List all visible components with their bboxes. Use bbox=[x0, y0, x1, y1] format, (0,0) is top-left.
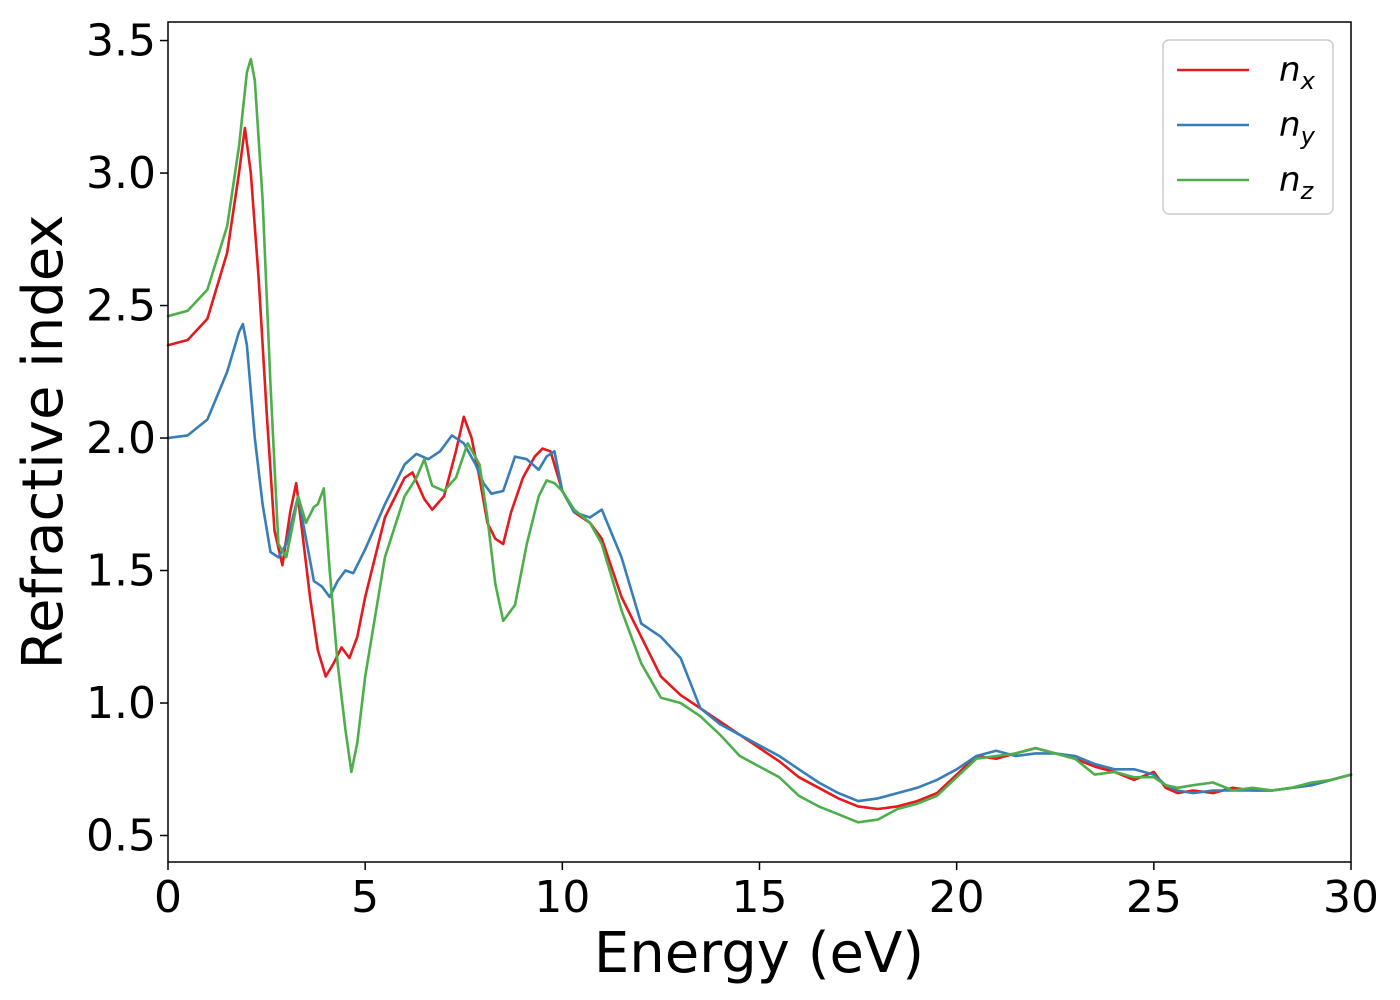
x-tick-label: 30 bbox=[1323, 872, 1379, 923]
y-tick-label: 3.5 bbox=[86, 16, 156, 67]
legend-box bbox=[1162, 39, 1334, 215]
series-line-ny bbox=[166, 322, 1353, 803]
x-tick-label: 0 bbox=[154, 872, 182, 923]
x-tick-label: 25 bbox=[1126, 872, 1182, 923]
x-tick-label: 15 bbox=[732, 872, 788, 923]
y-tick-label: 3.0 bbox=[86, 148, 156, 199]
x-tick-label: 20 bbox=[929, 872, 985, 923]
series-line-nx bbox=[166, 126, 1353, 811]
legend-label-nz: nz bbox=[1279, 160, 1315, 205]
y-axis-label: Refractive index bbox=[11, 215, 76, 670]
y-tick-label: 0.5 bbox=[86, 811, 156, 862]
x-axis: 0 5 10 15 20 25 30 bbox=[154, 862, 1379, 923]
y-tick-label: 1.5 bbox=[86, 546, 156, 597]
x-axis-label: Energy (eV) bbox=[594, 921, 924, 986]
legend-label-ny: ny bbox=[1279, 105, 1316, 150]
x-tick-label: 10 bbox=[534, 872, 590, 923]
y-axis: 0.5 1.0 1.5 2.0 2.5 3.0 3.5 bbox=[86, 16, 168, 862]
legend-label-nx: nx bbox=[1279, 50, 1316, 95]
legend: nx ny nz bbox=[1162, 39, 1334, 215]
y-tick-label: 2.5 bbox=[86, 281, 156, 332]
y-tick-label: 1.0 bbox=[86, 678, 156, 729]
plot-area bbox=[166, 57, 1353, 824]
y-tick-label: 2.0 bbox=[86, 413, 156, 464]
x-tick-label: 5 bbox=[351, 872, 379, 923]
series-line-nz bbox=[166, 57, 1353, 824]
